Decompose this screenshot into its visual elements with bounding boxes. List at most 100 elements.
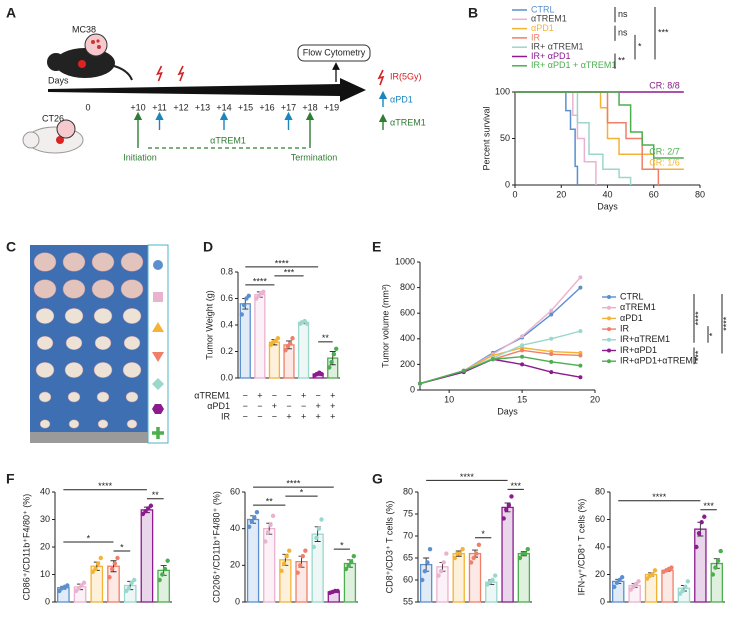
cell [96, 39, 100, 43]
data-point [98, 555, 103, 561]
x-tick-label: 10 [444, 394, 454, 404]
legend-marker [607, 348, 611, 353]
bar [295, 561, 308, 603]
mouse-tail [113, 65, 133, 81]
data-point [680, 588, 685, 594]
legend-marker [607, 295, 611, 299]
point [490, 357, 495, 362]
data-point [612, 584, 617, 590]
data-point [669, 565, 674, 570]
treatment-sign: + [330, 411, 335, 421]
data-point [644, 576, 650, 581]
significance-label: ns [618, 9, 628, 19]
data-point [261, 289, 266, 295]
x-axis-label: Days [597, 201, 618, 211]
treatment-sign: − [316, 390, 321, 400]
significance-label: *** [703, 501, 714, 511]
significance-label: **** [721, 316, 731, 331]
tumor [62, 252, 86, 272]
significance-label: ** [266, 497, 274, 507]
tumor-site [56, 136, 64, 144]
data-point [628, 587, 633, 592]
day-label: +13 [195, 102, 210, 112]
significance-label: **** [275, 258, 290, 268]
point [549, 370, 554, 375]
point [520, 348, 525, 353]
day-label: +19 [324, 102, 339, 112]
data-point [115, 555, 120, 561]
panel-label: A [6, 5, 16, 21]
tumors [33, 252, 144, 429]
data-point [460, 547, 465, 552]
bar [501, 506, 514, 603]
legend-label: αPD1 [390, 94, 413, 104]
day-label: +18 [302, 102, 317, 112]
y-tick-label: 1000 [395, 256, 415, 266]
point [578, 329, 583, 334]
mouse-head [47, 53, 65, 71]
tumor [35, 308, 55, 324]
x-tick-label: 20 [556, 189, 566, 199]
y-tick-label: 200 [400, 359, 415, 369]
data-point [525, 547, 530, 552]
panel-label: C [6, 239, 16, 255]
data-point [517, 555, 523, 561]
data-point [270, 513, 276, 519]
data-point [281, 561, 287, 566]
legend-label: CTRL [531, 4, 555, 14]
day-label: +15 [238, 102, 253, 112]
significance-label: * [707, 332, 717, 336]
y-tick-label: 60 [403, 574, 413, 584]
y-tick-label: 20 [595, 569, 605, 579]
significance-label: ** [152, 490, 160, 500]
mouse-head [22, 131, 40, 149]
data-point [490, 577, 495, 583]
data-point [157, 577, 162, 583]
treatment-sign: − [272, 411, 277, 421]
tumor-site [78, 60, 86, 68]
tumor [122, 362, 142, 378]
tumor [36, 335, 54, 351]
data-point [295, 570, 300, 575]
tumor [94, 335, 112, 351]
y-tick-label: 100 [495, 86, 510, 96]
data-point [279, 568, 284, 574]
legend-marker [607, 359, 611, 364]
legend-label: IR+ αPD1 + αTREM1 [531, 60, 616, 70]
point [578, 353, 583, 358]
data-point [246, 524, 252, 530]
y-tick-label: 80 [403, 486, 413, 496]
survival-curve [515, 91, 684, 170]
data-point [79, 583, 84, 588]
data-point [303, 548, 308, 553]
legend-marker [607, 337, 611, 342]
data-point [95, 561, 101, 566]
data-point [124, 588, 129, 594]
row-label: IR [221, 411, 231, 421]
box [297, 44, 371, 62]
data-point [254, 509, 260, 515]
significance-label: **** [652, 492, 667, 502]
legend-label: IR [531, 32, 541, 42]
data-point [501, 516, 506, 521]
day-label: +17 [281, 102, 296, 112]
significance-label: **** [693, 311, 703, 326]
data-point [334, 346, 339, 352]
x-tick-label: 60 [649, 189, 659, 199]
significance-label: **** [460, 472, 475, 482]
treatment-sign: + [330, 390, 335, 400]
significance-label: * [300, 488, 304, 498]
legend-marker [607, 316, 611, 321]
data-point [316, 526, 322, 531]
tumor [65, 335, 83, 351]
tumor-inset [84, 33, 108, 57]
legend-label: αTREM1 [531, 14, 567, 24]
data-point [239, 312, 244, 317]
point [549, 359, 554, 364]
tumor [125, 391, 139, 403]
day-label: +16 [259, 102, 274, 112]
legend-label: IR+αPD1+αTREM1 [620, 356, 698, 366]
y-tick-label: 0 [45, 596, 50, 606]
significance-label: *** [693, 350, 703, 361]
data-point [710, 572, 716, 577]
